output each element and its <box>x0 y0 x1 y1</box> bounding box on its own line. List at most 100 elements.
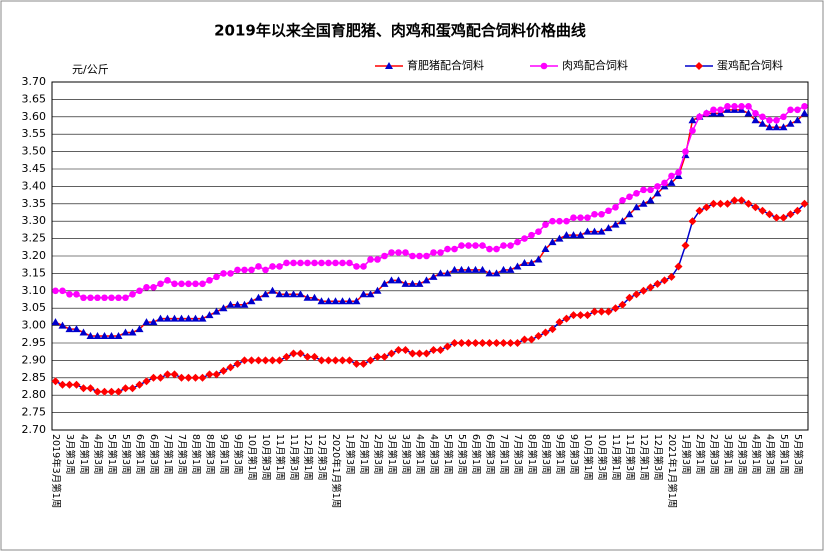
x-tick-label: 2021年1月第1周 <box>666 434 678 508</box>
marker <box>86 384 95 393</box>
marker <box>150 284 157 291</box>
marker <box>282 352 291 361</box>
marker <box>199 280 206 288</box>
marker <box>437 249 444 256</box>
marker <box>751 203 760 212</box>
x-tick-label: 2月第3周 <box>372 434 384 475</box>
marker <box>667 178 676 186</box>
x-tick-label: 7月第3周 <box>512 434 524 475</box>
marker <box>653 279 662 288</box>
marker <box>555 318 564 327</box>
marker <box>416 252 423 260</box>
marker <box>528 231 535 239</box>
marker <box>205 370 214 379</box>
x-tick-label: 5月第1周 <box>442 434 454 475</box>
marker <box>261 290 270 298</box>
y-tick-label: 3.30 <box>22 214 47 227</box>
marker <box>507 242 514 249</box>
marker <box>170 314 179 322</box>
marker <box>527 335 536 344</box>
marker <box>583 227 592 235</box>
marker <box>521 235 528 242</box>
marker <box>184 373 193 382</box>
marker <box>465 242 472 249</box>
y-tick-label: 3.55 <box>22 127 47 140</box>
marker <box>93 387 102 396</box>
marker <box>668 172 675 180</box>
marker <box>772 213 781 222</box>
marker <box>135 380 144 389</box>
marker <box>583 311 592 320</box>
marker <box>325 259 332 267</box>
x-tick-label: 11月第1周 <box>610 434 622 481</box>
marker <box>598 210 605 218</box>
x-tick-label: 3月第3周 <box>64 434 76 475</box>
marker <box>625 293 634 302</box>
y-tick-label: 3.70 <box>22 75 47 88</box>
marker <box>450 339 459 347</box>
x-tick-label: 7月第1周 <box>498 434 510 475</box>
marker <box>198 314 207 322</box>
y-tick-label: 2.80 <box>22 388 47 401</box>
marker <box>163 370 172 379</box>
marker <box>689 127 696 135</box>
marker <box>185 280 192 288</box>
marker <box>766 116 773 124</box>
marker <box>373 286 382 294</box>
marker <box>387 276 396 284</box>
marker <box>108 294 115 302</box>
x-tick-label: 10月第1周 <box>582 434 594 481</box>
marker <box>800 199 809 208</box>
marker <box>72 325 81 333</box>
y-tick-label: 3.10 <box>22 284 47 297</box>
marker <box>779 123 788 131</box>
marker <box>674 262 683 271</box>
marker <box>247 297 256 305</box>
marker <box>646 196 655 204</box>
y-tick-label: 3.40 <box>22 179 47 192</box>
marker <box>135 325 144 333</box>
marker <box>415 279 424 287</box>
marker <box>478 265 487 273</box>
marker <box>86 332 95 340</box>
marker <box>227 270 234 277</box>
x-tick-label: 8月第1周 <box>190 434 202 475</box>
marker <box>619 197 626 204</box>
marker <box>268 286 277 294</box>
marker <box>359 290 368 298</box>
marker <box>58 380 67 389</box>
marker <box>604 224 613 232</box>
marker <box>422 349 431 358</box>
marker <box>380 352 389 361</box>
marker <box>493 245 500 253</box>
marker <box>409 252 416 260</box>
marker <box>758 206 767 215</box>
marker <box>541 245 550 253</box>
marker <box>520 335 529 344</box>
x-tick-label: 9月第3周 <box>568 434 580 475</box>
marker <box>485 269 494 277</box>
marker <box>374 256 381 263</box>
marker <box>234 266 241 274</box>
marker <box>94 294 101 302</box>
marker <box>240 356 249 365</box>
marker <box>191 373 200 382</box>
marker <box>597 227 606 235</box>
marker <box>654 183 661 190</box>
marker <box>324 356 333 365</box>
marker <box>612 203 619 211</box>
marker <box>633 190 640 197</box>
marker <box>65 380 74 389</box>
marker <box>275 290 284 298</box>
y-tick-label: 2.90 <box>22 353 47 366</box>
marker <box>597 307 606 316</box>
marker <box>703 110 710 117</box>
marker <box>310 293 319 301</box>
marker <box>724 103 731 110</box>
marker <box>457 265 466 273</box>
marker <box>339 259 346 267</box>
marker <box>660 276 669 285</box>
x-tick-label: 12月第3周 <box>316 434 328 481</box>
marker <box>240 300 249 308</box>
x-tick-label: 2019年3月第1周 <box>50 434 62 508</box>
